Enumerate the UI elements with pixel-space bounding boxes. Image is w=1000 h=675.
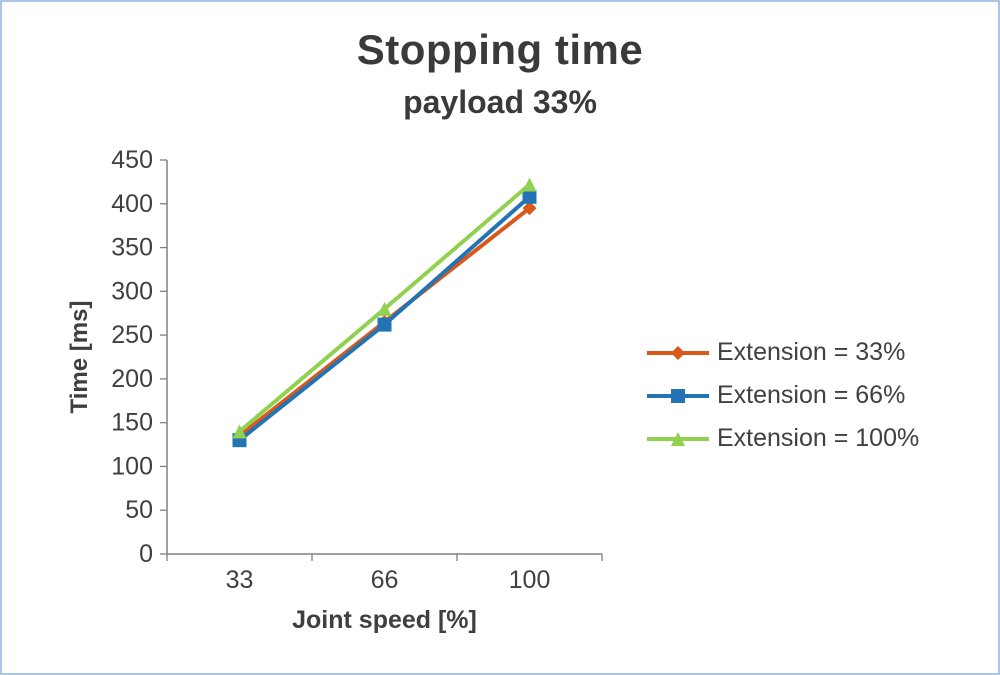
chart-title: Stopping time <box>356 26 644 73</box>
svg-text:66: 66 <box>371 566 399 594</box>
legend-item: Extension = 100% <box>647 424 920 452</box>
svg-text:0: 0 <box>139 540 153 568</box>
svg-text:450: 450 <box>111 146 153 174</box>
svg-text:50: 50 <box>125 496 153 524</box>
y-axis-label: Time [ms] <box>66 300 93 414</box>
legend-swatch-square-icon <box>647 388 709 403</box>
svg-text:400: 400 <box>111 190 153 218</box>
legend-label: Extension = 66% <box>717 381 906 409</box>
svg-text:100: 100 <box>111 452 153 480</box>
svg-text:100: 100 <box>509 566 551 594</box>
legend-swatch-triangle-icon <box>647 431 709 446</box>
legend-swatch-diamond-icon <box>647 345 709 360</box>
chart-subtitle: payload 33% <box>403 84 597 120</box>
svg-text:300: 300 <box>111 277 153 305</box>
svg-text:200: 200 <box>111 365 153 393</box>
legend-label: Extension = 100% <box>717 424 920 452</box>
x-axis-label: Joint speed [%] <box>292 606 477 634</box>
svg-text:250: 250 <box>111 321 153 349</box>
svg-text:350: 350 <box>111 234 153 262</box>
legend-item: Extension = 33% <box>647 338 919 366</box>
legend-item: Extension = 66% <box>647 381 919 409</box>
svg-text:33: 33 <box>226 566 254 594</box>
legend-label: Extension = 33% <box>717 338 906 366</box>
legend: Extension = 33% Extension = 66% Extensio… <box>647 338 920 452</box>
svg-text:150: 150 <box>111 409 153 437</box>
